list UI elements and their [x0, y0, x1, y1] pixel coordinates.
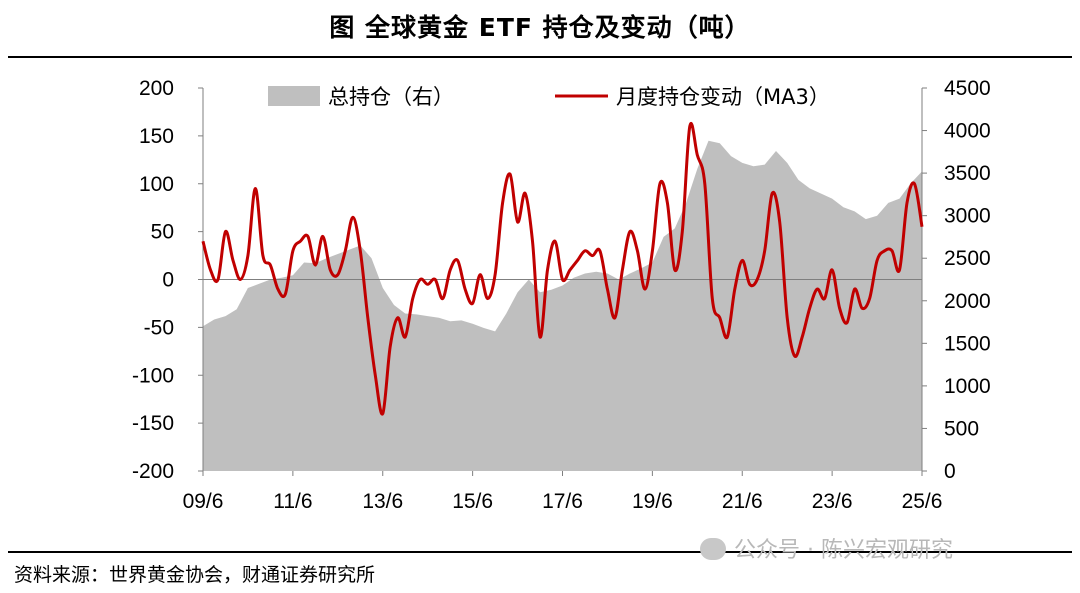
left-tick-label: 100: [139, 173, 174, 196]
left-tick-label: 200: [139, 77, 174, 100]
legend-line-label: 月度持仓变动（MA3）: [616, 85, 830, 109]
title-rule: [8, 56, 1072, 58]
right-tick-label: 4500: [944, 77, 991, 100]
x-tick-label: 25/6: [902, 490, 943, 513]
x-tick-label: 09/6: [183, 490, 224, 513]
x-tick-label: 23/6: [812, 490, 853, 513]
chart-title: 图 全球黄金 ETF 持仓及变动（吨）: [329, 13, 751, 42]
right-tick-label: 3000: [944, 205, 991, 228]
left-tick-label: -150: [132, 412, 174, 435]
x-tick-label: 19/6: [632, 490, 673, 513]
line-layer: [201, 121, 924, 416]
right-tick-label: 0: [944, 460, 956, 483]
right-tick-label: 1000: [944, 375, 991, 398]
axis-layer: -200-150-100-500501001502000500100015002…: [132, 77, 991, 513]
left-tick-label: 50: [151, 221, 174, 244]
right-tick-label: 1500: [944, 332, 991, 355]
x-tick-label: 15/6: [452, 490, 493, 513]
wechat-icon: [700, 538, 726, 560]
x-tick-label: 21/6: [722, 490, 763, 513]
left-tick-label: 0: [162, 269, 174, 292]
right-tick-label: 2500: [944, 247, 991, 270]
left-tick-label: 150: [139, 125, 174, 148]
right-tick-label: 4000: [944, 120, 991, 143]
area-layer: [203, 140, 922, 472]
monthly-change-line: [201, 121, 924, 416]
total-holdings-area: [203, 140, 922, 472]
legend-area-label: 总持仓（右）: [328, 85, 454, 109]
left-tick-label: -100: [132, 364, 174, 387]
legend-area-swatch: [268, 86, 320, 106]
x-tick-label: 11/6: [273, 490, 312, 513]
left-tick-label: -200: [132, 460, 174, 483]
legend: 总持仓（右） 月度持仓变动（MA3）: [268, 85, 830, 109]
right-tick-label: 2000: [944, 290, 991, 313]
chart-canvas: -200-150-100-500501001502000500100015002…: [132, 77, 991, 513]
x-tick-label: 13/6: [362, 490, 403, 513]
watermark: 公众号 · 陈兴宏观研究: [700, 532, 953, 564]
watermark-text: 公众号 · 陈兴宏观研究: [734, 538, 953, 563]
right-tick-label: 500: [944, 417, 979, 440]
right-tick-label: 3500: [944, 162, 991, 185]
source-note: 资料来源：世界黄金协会，财通证券研究所: [14, 564, 376, 586]
source-rule: [8, 551, 1072, 553]
x-tick-label: 17/6: [542, 490, 583, 513]
left-tick-label: -50: [144, 316, 174, 339]
